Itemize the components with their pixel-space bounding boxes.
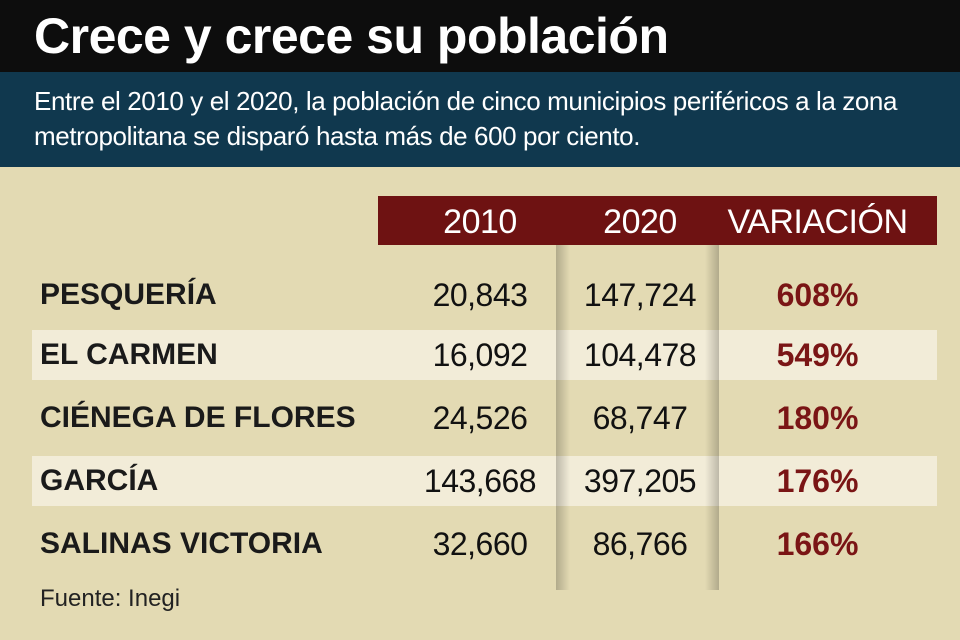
population-2020-cell: 68,747	[592, 400, 688, 436]
row-stripe	[32, 456, 937, 506]
page-title: Crece y crece su población	[34, 8, 669, 64]
variation-cell: 180%	[776, 400, 859, 436]
population-2010-cell: 24,526	[432, 400, 528, 436]
variation-cell: 176%	[776, 463, 859, 499]
population-2010-cell: 16,092	[432, 337, 528, 373]
population-2020-cell: 86,766	[592, 526, 688, 562]
population-2020-cell: 147,724	[583, 277, 697, 313]
source-note: Fuente: Inegi	[40, 585, 181, 612]
column-header-2020: 2020	[603, 203, 677, 241]
municipality-name-cell: GARCÍA	[40, 464, 159, 497]
variation-cell: 166%	[776, 526, 859, 562]
municipality-name-cell: SALINAS VICTORIA	[40, 527, 323, 560]
variation-cell: 608%	[776, 277, 859, 313]
municipality-name-cell: PESQUERÍA	[40, 278, 217, 311]
column-header-2010: 2010	[443, 203, 517, 241]
column-divider-shadow	[556, 245, 570, 590]
variation-cell: 549%	[776, 337, 859, 373]
population-2020-cell: 397,205	[583, 463, 697, 499]
population-2020-cell: 104,478	[583, 337, 697, 373]
column-divider-shadow	[705, 245, 719, 590]
population-2010-cell: 20,843	[432, 277, 528, 313]
row-stripe	[32, 330, 937, 380]
subtitle-bar: Entre el 2010 y el 2020, la población de…	[0, 72, 960, 167]
population-2010-cell: 32,660	[432, 526, 528, 562]
population-2010-cell: 143,668	[423, 463, 537, 499]
table-header-bar	[378, 196, 937, 245]
municipality-name-cell: CIÉNEGA DE FLORES	[40, 401, 356, 434]
column-header-variation: VARIACIÓN	[727, 203, 908, 241]
page-subtitle: Entre el 2010 y el 2020, la población de…	[34, 86, 898, 151]
municipality-name-cell: EL CARMEN	[40, 338, 218, 371]
title-bar: Crece y crece su población	[0, 0, 960, 72]
